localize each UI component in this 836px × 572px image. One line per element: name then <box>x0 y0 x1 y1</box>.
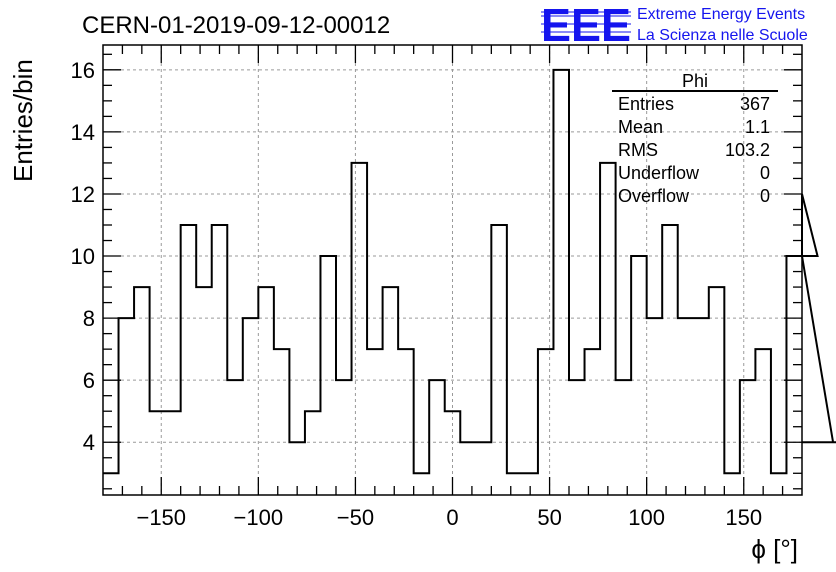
histogram-bin <box>196 287 212 495</box>
histogram-bin <box>274 349 290 495</box>
y-tick-label: 8 <box>83 306 95 331</box>
histogram-bin <box>538 349 554 495</box>
stats-rms-value: 103.2 <box>725 140 770 160</box>
histogram-bin <box>367 349 383 495</box>
histogram-bin <box>181 225 197 495</box>
histogram-bin <box>616 380 632 495</box>
histogram-bin <box>522 473 538 495</box>
histogram-bin <box>724 473 740 495</box>
histogram-bin <box>103 473 119 495</box>
histogram-bin <box>585 349 601 495</box>
histogram-bin <box>289 442 305 495</box>
x-tick-label: 150 <box>725 505 762 530</box>
chart-title: CERN-01-2019-09-12-00012 <box>82 12 390 39</box>
histogram-bin <box>305 411 321 495</box>
stats-overflow-value: 0 <box>760 186 770 206</box>
histogram-bin <box>150 411 166 495</box>
x-tick-label: 100 <box>628 505 665 530</box>
histogram-bin <box>320 256 336 495</box>
histogram-bin <box>507 473 523 495</box>
histogram-outline <box>103 68 836 475</box>
stats-mean-label: Mean <box>618 117 663 137</box>
eee-logo-line2: La Scienza nelle Scuole <box>637 27 808 44</box>
x-axis-label: ϕ [°] <box>751 534 798 564</box>
stats-box: Phi Entries 367 Mean 1.1 RMS 103.2 Under… <box>612 71 778 206</box>
y-tick-label: 4 <box>83 430 95 455</box>
histogram-bin <box>227 380 243 495</box>
histogram-bin <box>693 318 709 495</box>
histogram-bin <box>212 225 228 495</box>
histogram-bin <box>460 442 476 495</box>
stats-underflow-value: 0 <box>760 163 770 183</box>
histogram-bin <box>383 287 399 495</box>
stats-title: Phi <box>682 71 708 91</box>
histogram-bin <box>336 380 352 495</box>
y-tick-labels: 4 6 8 10 12 14 16 <box>71 58 95 455</box>
histogram-bin <box>491 225 507 495</box>
histogram-bins <box>103 70 802 495</box>
stats-entries-label: Entries <box>618 94 674 114</box>
eee-logo: EEE Extreme Energy Events La Scienza nel… <box>541 0 808 51</box>
histogram-bin <box>352 163 368 495</box>
histogram-bin <box>771 473 787 495</box>
histogram-bin <box>119 318 135 495</box>
histogram-bin <box>678 318 694 495</box>
histogram-bin <box>569 380 585 495</box>
x-tick-labels: −150 −100 −50 0 50 100 150 <box>136 505 762 530</box>
histogram-bin <box>165 411 181 495</box>
histogram-bin <box>414 473 430 495</box>
stats-rms-label: RMS <box>618 140 658 160</box>
histogram-bin <box>429 380 445 495</box>
histogram-bin <box>553 70 569 495</box>
x-tick-label: −50 <box>337 505 374 530</box>
axis-ticks <box>103 45 802 495</box>
histogram-bin <box>476 442 492 495</box>
x-tick-label: −100 <box>234 505 284 530</box>
histogram-bin <box>258 287 274 495</box>
plot-area: −150 −100 −50 0 50 100 150 4 6 8 10 12 14 16 <box>71 44 836 530</box>
y-axis-label: Entries/bin <box>8 59 38 182</box>
histogram-bin <box>243 318 259 495</box>
histogram-bin <box>786 256 802 495</box>
histogram-bin <box>134 287 150 495</box>
x-tick-label: 50 <box>537 505 561 530</box>
x-tick-label: −150 <box>136 505 186 530</box>
stats-mean-value: 1.1 <box>745 117 770 137</box>
y-tick-label: 16 <box>71 58 95 83</box>
y-tick-label: 12 <box>71 182 95 207</box>
eee-logo-line1: Extreme Energy Events <box>637 6 805 23</box>
histogram-bin <box>709 287 725 495</box>
y-tick-label: 14 <box>71 120 95 145</box>
histogram-bin <box>398 349 414 495</box>
eee-logo-text: EEE <box>541 0 631 51</box>
histogram-bin <box>662 225 678 495</box>
histogram-bin <box>631 256 647 495</box>
stats-entries-value: 367 <box>740 94 770 114</box>
histogram-bin <box>755 349 771 495</box>
histogram-bin <box>445 411 461 495</box>
histogram-bin <box>647 318 663 495</box>
y-tick-label: 10 <box>71 244 95 269</box>
x-tick-label: 0 <box>446 505 458 530</box>
histogram-bin <box>600 163 616 495</box>
y-tick-label: 6 <box>83 368 95 393</box>
stats-underflow-label: Underflow <box>618 163 700 183</box>
histogram-bin <box>740 380 756 495</box>
stats-overflow-label: Overflow <box>618 186 690 206</box>
